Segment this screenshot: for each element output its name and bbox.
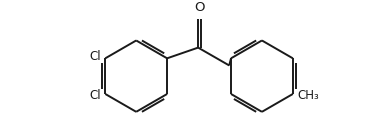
Text: Cl: Cl [89,50,101,63]
Text: O: O [195,1,205,14]
Text: CH₃: CH₃ [297,89,319,102]
Text: Cl: Cl [89,89,101,102]
